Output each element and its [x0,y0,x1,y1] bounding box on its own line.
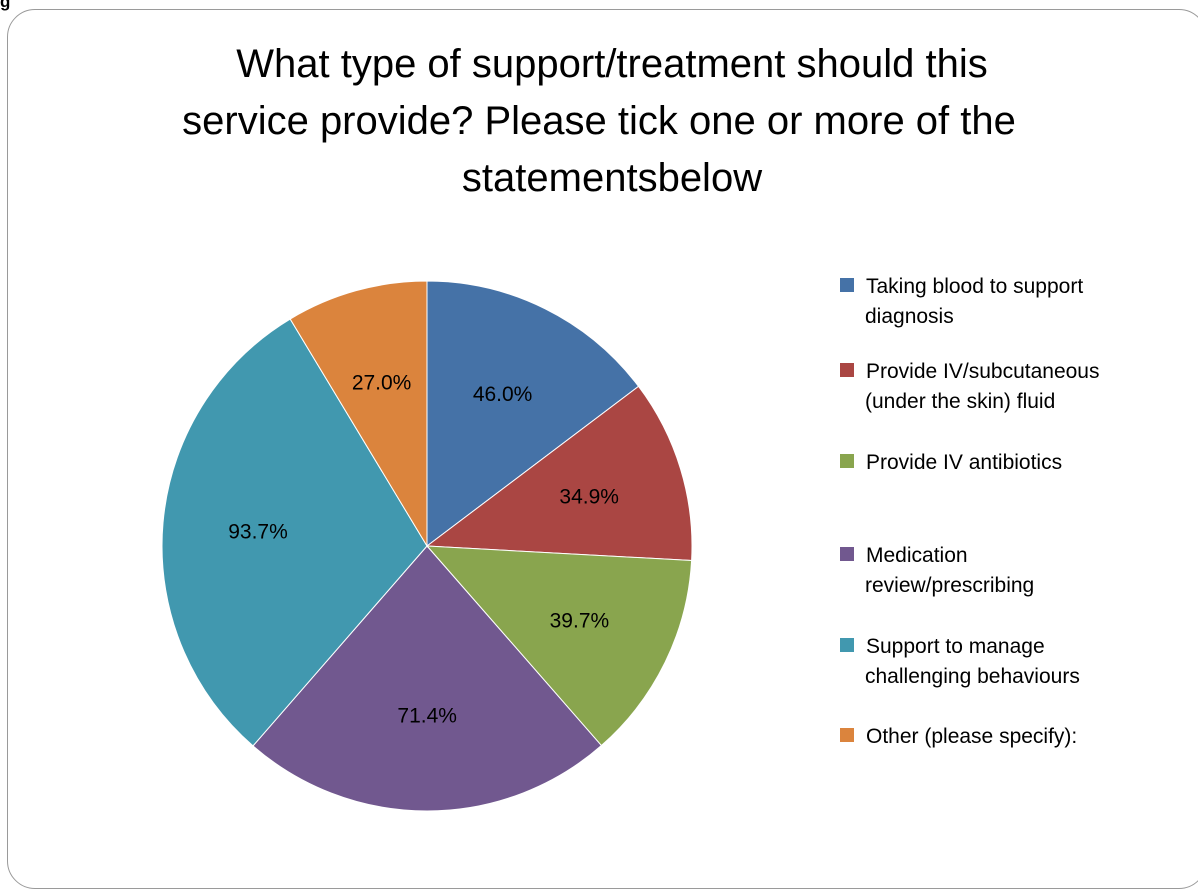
legend-swatch [840,454,854,468]
corner-text-fragment: g [0,0,11,11]
legend-label: challenging behaviours [865,665,1080,688]
legend-item-support-to-manage-challenging-behaviours: Support to manage challenging behaviours [840,635,1080,688]
slice-data-label: 46.0% [473,383,533,406]
legend: Taking blood to support diagnosis Provide … [840,275,1099,748]
legend-label: review/prescribing [865,574,1034,597]
chart-title: What type of support/treatment should th… [182,42,1016,200]
legend-label: Other (please specify): [866,725,1077,748]
chart-title-line-2: service provide? Please tick one or more… [182,99,1016,143]
pie-slice-labels: 46.0% 34.9% 39.7% 71.4% 93.7% 27.0% [228,372,619,728]
slice-data-label: 39.7% [550,609,610,632]
pie-slice-provide-iv-subcutaneous-under-the-skin-fluid [425,385,693,562]
slice-data-label: 27.0% [352,372,412,395]
legend-item-medication-review-prescribing: Medication review/prescribing [840,544,1034,597]
legend-label: Taking blood to support [866,275,1083,298]
chart-title-line-1: What type of support/treatment should th… [236,42,988,86]
legend-label: Medication [866,544,968,567]
pie-slice-other-please-specify [289,280,428,548]
legend-swatch [840,728,854,742]
legend-swatch [840,638,854,652]
legend-swatch [840,547,854,561]
slice-data-label: 34.9% [559,486,619,509]
slice-data-label: 93.7% [228,520,288,543]
legend-swatch [840,278,854,292]
legend-swatch [840,363,854,377]
legend-item-other-please-specify: Other (please specify): [840,725,1077,748]
legend-item-taking-blood-to-support-diagnosis: Taking blood to support diagnosis [840,275,1083,328]
legend-label: diagnosis [865,305,954,328]
legend-label: Support to manage [866,635,1045,658]
legend-item-provide-iv-subcutaneous-under-the-skin-fluid: Provide IV/subcutaneous (under the skin) … [840,360,1099,413]
pie-slice-support-to-manage-challenging-behaviours [161,318,428,747]
pie-slice-taking-blood-to-support-diagnosis [426,280,640,548]
legend-item-provide-iv-antibiotics: Provide IV antibiotics [840,451,1062,474]
legend-label: (under the skin) fluid [865,390,1055,413]
legend-label: Provide IV antibiotics [866,451,1062,474]
slice-data-label: 71.4% [397,705,457,728]
legend-label: Provide IV/subcutaneous [866,360,1099,383]
pie-slice-medication-review-prescribing [252,545,603,812]
pie-slice-provide-iv-antibiotics [425,545,693,747]
pie-slices [161,280,693,812]
chart-title-line-3: statementsbelow [462,156,762,200]
